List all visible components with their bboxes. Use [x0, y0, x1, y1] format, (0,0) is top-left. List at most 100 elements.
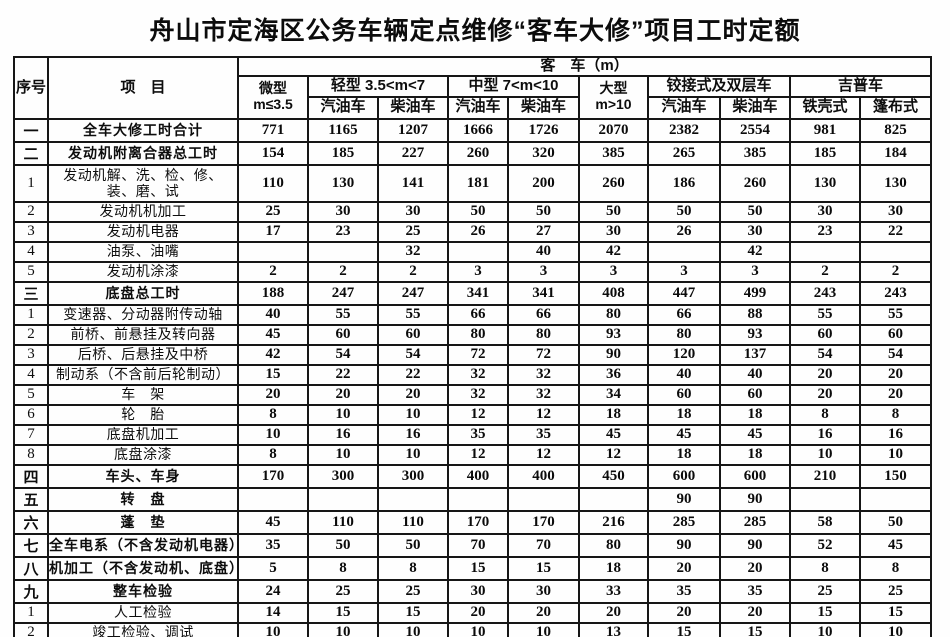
table-row: 六蓬 垫 45 110 110 170 170 216 285 285 58 50 [13, 509, 933, 535]
value-cell: 15 [507, 555, 580, 581]
value-cell: 13 [578, 621, 649, 637]
value-cell: 170 [507, 509, 580, 535]
value-cell: 70 [507, 532, 580, 558]
value-cell: 8 [858, 403, 933, 426]
header-jeep-cell: 吉普车 [788, 74, 933, 98]
value-cell: 54 [858, 343, 933, 366]
value-cell: 15 [647, 621, 721, 637]
value-cell: 54 [307, 343, 379, 366]
value-cell: 341 [447, 280, 509, 306]
value-cell: 10 [307, 443, 379, 466]
subheader-diesel-3: 柴油车 [719, 95, 791, 120]
value-cell: 15 [237, 363, 309, 386]
value-cell: 93 [578, 323, 649, 346]
row-index-cell: 二 [13, 140, 49, 166]
value-cell: 30 [507, 578, 580, 604]
value-cell [858, 486, 933, 512]
value-cell: 34 [578, 383, 649, 406]
value-cell: 385 [578, 140, 649, 166]
value-cell: 20 [507, 601, 580, 624]
value-cell: 260 [578, 163, 649, 203]
value-cell: 20 [647, 555, 721, 581]
value-cell: 90 [719, 486, 791, 512]
value-cell: 50 [647, 200, 721, 223]
value-cell: 25 [789, 578, 861, 604]
value-cell: 771 [237, 117, 309, 143]
value-cell: 23 [307, 220, 379, 243]
value-cell: 55 [858, 303, 933, 326]
header-row-1: 序号 项 目 客 车（m） [13, 56, 933, 120]
row-item-cell: 底盘总工时 [47, 280, 239, 306]
value-cell [789, 486, 861, 512]
value-cell: 188 [237, 280, 309, 306]
value-cell: 22 [858, 220, 933, 243]
header-item-cell: 项 目 [47, 56, 239, 120]
value-cell: 60 [719, 383, 791, 406]
value-cell: 80 [507, 323, 580, 346]
value-cell: 90 [578, 343, 649, 366]
row-index-cell: 8 [13, 443, 49, 466]
value-cell [307, 240, 379, 263]
table-row: 1 发动机解、洗、检、修、 装、磨、试 110 130 141 181 200 260 186 2… [13, 163, 933, 203]
value-cell: 45 [237, 323, 309, 346]
row-index-cell: 6 [13, 403, 49, 426]
row-item-cell: 发动机电器 [47, 220, 239, 243]
value-cell: 184 [858, 140, 933, 166]
header-index-cell: 序号 [13, 56, 49, 120]
value-cell: 3 [578, 260, 649, 283]
value-cell: 400 [447, 463, 509, 489]
row-item-cell: 底盘机加工 [47, 423, 239, 446]
value-cell: 32 [507, 383, 580, 406]
table-header: 序号 项 目 客 车（m） 微型 m≤3.5 轻型 3.5<m<7 中型 7<m<… [13, 56, 933, 120]
value-cell: 3 [647, 260, 721, 283]
row-item-cell: 发动机附离合器总工时 [47, 140, 239, 166]
value-cell: 60 [858, 323, 933, 346]
value-cell: 50 [307, 532, 379, 558]
value-cell: 10 [377, 443, 449, 466]
value-cell: 200 [507, 163, 580, 203]
value-cell: 60 [377, 323, 449, 346]
value-cell: 20 [858, 363, 933, 386]
row-item-cell: 机加工（不含发动机、底盘） [47, 555, 239, 581]
value-cell: 227 [377, 140, 449, 166]
value-cell: 20 [858, 383, 933, 406]
value-cell: 5 [237, 555, 309, 581]
value-cell: 45 [578, 423, 649, 446]
row-item-cell: 全车电系（不含发动机电器） [47, 532, 239, 558]
value-cell: 600 [647, 463, 721, 489]
value-cell [789, 240, 861, 263]
value-cell: 385 [719, 140, 791, 166]
value-cell: 25 [307, 578, 379, 604]
value-cell: 80 [578, 532, 649, 558]
value-cell: 185 [307, 140, 379, 166]
value-cell: 247 [377, 280, 449, 306]
value-cell: 50 [447, 200, 509, 223]
value-cell: 1666 [447, 117, 509, 143]
row-item-cell: 全车大修工时合计 [47, 117, 239, 143]
row-item-cell: 变速器、分动器附传动轴 [47, 303, 239, 326]
value-cell: 45 [237, 509, 309, 535]
table-row: 一全车大修工时合计 771 1165 1207 1666 1726 2070 2382 2554… [13, 117, 933, 143]
value-cell: 300 [307, 463, 379, 489]
row-item-cell: 车 架 [47, 383, 239, 406]
value-cell: 88 [719, 303, 791, 326]
value-cell: 52 [789, 532, 861, 558]
value-cell: 15 [858, 601, 933, 624]
row-item-cell: 车头、车身 [47, 463, 239, 489]
value-cell: 25 [377, 220, 449, 243]
value-cell: 32 [447, 363, 509, 386]
table-row: 3 后桥、后悬挂及中桥 42 54 54 72 72 90 120 137 54 54 [13, 343, 933, 366]
value-cell: 12 [447, 443, 509, 466]
value-cell: 181 [447, 163, 509, 203]
value-cell: 55 [789, 303, 861, 326]
row-index-cell: 五 [13, 486, 49, 512]
value-cell: 36 [578, 363, 649, 386]
value-cell: 2382 [647, 117, 721, 143]
value-cell: 27 [507, 220, 580, 243]
value-cell: 20 [789, 363, 861, 386]
value-cell: 25 [858, 578, 933, 604]
value-cell: 18 [647, 403, 721, 426]
value-cell: 285 [719, 509, 791, 535]
value-cell: 150 [858, 463, 933, 489]
value-cell: 54 [377, 343, 449, 366]
